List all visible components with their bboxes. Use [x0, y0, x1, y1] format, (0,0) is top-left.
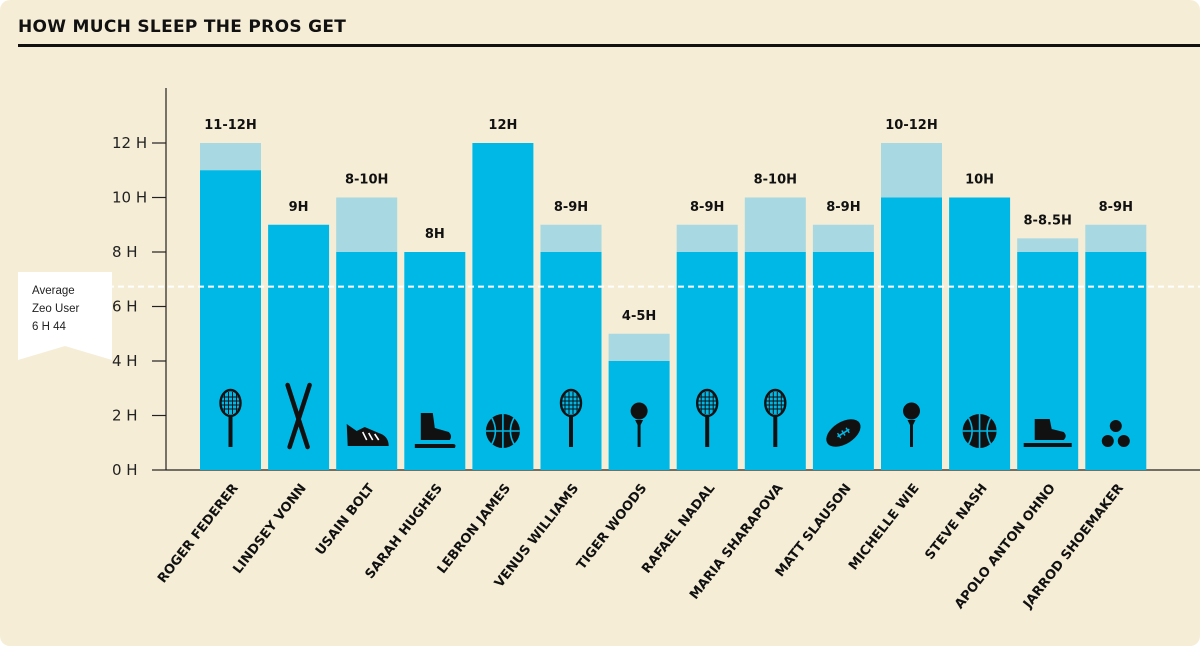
bar-range-segment: [676, 224, 738, 252]
bar-range-segment: [200, 143, 261, 171]
x-category-label: MICHELLE WIE: [846, 481, 923, 573]
bar-value-label: 8-9H: [554, 200, 588, 215]
bar-range-segment: [881, 143, 942, 198]
x-category-label: USAIN BOLT: [313, 481, 378, 558]
bar-range-segment: [540, 224, 602, 252]
bar-value-label: 8-10H: [754, 173, 797, 188]
y-tick-label: 10 H: [112, 189, 147, 207]
bar-main-segment: [1085, 252, 1147, 470]
y-tick-label: 6 H: [112, 298, 138, 316]
bar-value-label: 12H: [488, 118, 517, 133]
golf-ball-tee-icon: [903, 402, 920, 447]
tennis-racket-icon: [559, 388, 583, 447]
x-category-label: RAFAEL NADAL: [639, 481, 718, 576]
triathlon-icon: [1101, 420, 1130, 447]
bar-value-label: 8-9H: [826, 200, 860, 215]
bar-value-label: 10-12H: [885, 118, 937, 133]
bar-value-label: 8-9H: [1099, 200, 1133, 215]
bars: [200, 143, 1147, 470]
x-category-label: LINDSEY VONN: [230, 481, 309, 577]
tennis-racket-icon: [764, 388, 787, 447]
bar-main-segment: [268, 224, 330, 470]
x-category-label: SARAH HUGHES: [363, 481, 446, 582]
y-tick-label: 8 H: [112, 243, 138, 261]
y-tick-label: 0 H: [112, 461, 138, 479]
ice-skate-icon: [414, 413, 456, 448]
average-label: Average: [32, 285, 75, 297]
football-icon: [826, 419, 861, 447]
basketball-icon: [962, 414, 997, 448]
bar-range-segment: [1085, 224, 1147, 252]
x-category-label: ROGER FEDERER: [155, 481, 242, 586]
bar-range-segment: [1017, 238, 1079, 252]
bar-value-label: 8-9H: [690, 200, 724, 215]
average-label: 6 H 44: [32, 321, 66, 333]
x-category-label: MATT SLAUSON: [773, 481, 855, 580]
bar-range-segment: [744, 197, 806, 252]
y-tick-label: 4 H: [112, 352, 138, 370]
skis-icon: [285, 382, 312, 450]
average-reference: Average Zeo User 6 H 44: [18, 272, 1200, 360]
bar-value-label: 9H: [289, 200, 309, 215]
average-label: Zeo User: [32, 303, 79, 315]
golf-ball-tee-icon: [630, 402, 648, 447]
y-tick-label: 12 H: [112, 134, 147, 152]
bar-value-label: 8-10H: [345, 173, 388, 188]
bar-value-label: 10H: [965, 173, 994, 188]
x-category-label: LEBRON JAMES: [435, 481, 514, 577]
running-shoe-icon: [346, 424, 389, 446]
speed-skate-icon: [1023, 419, 1072, 447]
tennis-racket-icon: [219, 388, 242, 447]
y-tick-label: 2 H: [112, 407, 138, 425]
bar-value-label: 8-8.5H: [1024, 213, 1072, 228]
bar-range-segment: [608, 333, 670, 361]
tennis-racket-icon: [696, 388, 719, 447]
x-category-label: TIGER WOODS: [574, 481, 650, 572]
bar-value-label: 11-12H: [204, 118, 256, 133]
chart-title: HOW MUCH SLEEP THE PROS GET: [18, 17, 347, 37]
bar-range-segment: [812, 224, 874, 252]
average-flag: [18, 272, 112, 360]
bar-range-segment: [336, 197, 398, 252]
basketball-icon: [485, 414, 520, 448]
x-category-label: STEVE NASH: [922, 481, 990, 563]
title-rule: [18, 44, 1200, 47]
bar-value-label: 4-5H: [622, 309, 656, 324]
bar-value-label: 8H: [425, 227, 445, 242]
